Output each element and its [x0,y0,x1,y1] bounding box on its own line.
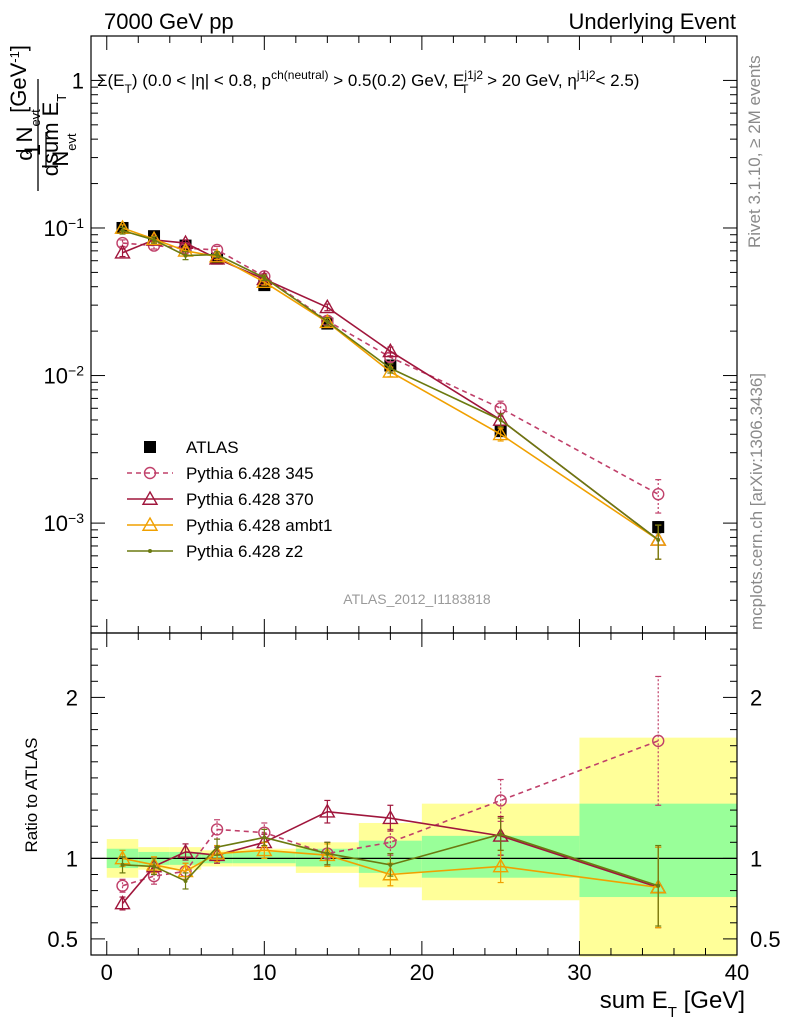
legend-entry: Pythia 6.428 z2 [127,542,303,561]
analysis-id: ATLAS_2012_I1183818 [343,591,491,607]
data-point-dot [388,366,393,371]
data-point-dot [120,862,125,867]
main-axis-ticks: 10−3 10−2 10−1 1 [44,35,738,633]
legend-label: ATLAS [186,438,239,457]
data-point-triangle [141,516,159,531]
data-point-dot [498,832,503,837]
data-point-triangle [382,866,399,881]
mcplots-label: mcplots.cern.ch [arXiv:1306.3436] [747,373,766,630]
series-pythia-6-428-370 [114,231,667,560]
ratio-chart-marks [114,675,667,929]
series-pythia-6-428-z2 [119,817,662,927]
legend-entry: Pythia 6.428 ambt1 [127,516,332,535]
legend-label: Pythia 6.428 z2 [186,542,303,561]
x-tick-label: 0 [101,960,113,985]
data-point-circle [652,734,665,748]
ratio-ytick-label: 2 [66,685,78,710]
legend-label: Pythia 6.428 345 [186,464,314,483]
data-point-triangle [319,298,336,314]
legend-label: Pythia 6.428 370 [186,490,314,509]
x-axis-label: sum ET [GeV] [600,987,745,1021]
ratio-ytick-label: 1 [66,846,78,871]
data-point-circle [143,466,157,480]
data-point-dot [498,417,503,422]
legend-entry: ATLAS [144,438,239,457]
data-point-triangle [382,342,399,358]
data-point-circle [384,836,397,849]
main-ytick-label: 10−3 [44,510,85,536]
data-point-dot [148,549,152,553]
data-point-triangle [256,273,273,289]
data-point-triangle [208,845,226,860]
data-point-circle [116,879,129,892]
main-ytick-label: 10−2 [44,363,85,389]
svg-text:1: 1 [20,144,45,156]
ratio-uncertainty-bands [106,737,737,957]
data-point-dot [152,237,157,242]
main-chart-marks [114,219,667,560]
data-point-triangle [256,841,273,857]
data-point-triangle [382,363,399,378]
data-point-dot [183,253,188,258]
data-point-dot [656,883,661,888]
data-point-triangle [492,858,509,873]
legend-entry: Pythia 6.428 370 [127,490,314,509]
x-tick-label: 10 [252,960,276,985]
header-right: Underlying Event [568,9,736,34]
x-tick-label: 30 [567,960,591,985]
main-ytick-label: 10−1 [44,215,85,241]
header-left: 7000 GeV pp [104,9,234,34]
data-point-triangle [492,425,509,441]
data-point-triangle [319,803,336,818]
data-point-dot [262,835,267,840]
data-point-triangle [319,313,336,329]
ratio-axis-ticks: 0.5 0.51 12 20 10 20 30 40 [47,632,781,985]
data-point-triangle [177,843,194,858]
data-point-triangle [141,490,159,505]
legend-entry: Pythia 6.428 345 [127,464,314,483]
data-point-dot [388,862,393,867]
data-point-dot [183,878,188,883]
data-point-dot [325,851,330,856]
main-ylabel-unit: [GeV-1] [6,45,31,113]
rivet-label: Rivet 3.1.10, ≥ 2M events [745,55,764,248]
series-pythia-6-428-z2 [119,226,662,560]
data-point-circle [494,794,507,807]
main-ytick-label: 1 [72,68,84,93]
data-point-circle [652,487,665,501]
ratio-ytick-label-right: 0.5 [750,927,781,952]
data-point-dot [120,228,125,233]
data-point-triangle [114,895,131,910]
x-tick-label: 40 [725,960,749,985]
data-point-dot [215,252,220,257]
data-point-dot [215,845,220,850]
data-point-dot [325,319,330,324]
x-tick-label: 20 [410,960,434,985]
data-point-triangle [382,809,399,825]
data-point-triangle [114,244,131,259]
data-point-dot [262,275,267,280]
ratio-ylabel: Ratio to ATLAS [22,738,41,853]
ratio-ytick-label-right: 1 [750,846,762,871]
legend-label: Pythia 6.428 ambt1 [186,516,332,535]
data-point-circle [210,823,224,836]
legend: ATLAS Pythia 6.428 345 Pythia 6.428 370 Pyt… [127,438,332,561]
data-point-square [144,441,156,453]
data-point-dot [152,864,157,869]
cuts-label: Σ(ET) (0.0 < |η| < 0.8, pch(neutral) > 0… [97,68,639,96]
ratio-ytick-label-right: 2 [750,685,762,710]
ratio-ytick-label: 0.5 [47,927,78,952]
data-point-dot [656,537,661,542]
